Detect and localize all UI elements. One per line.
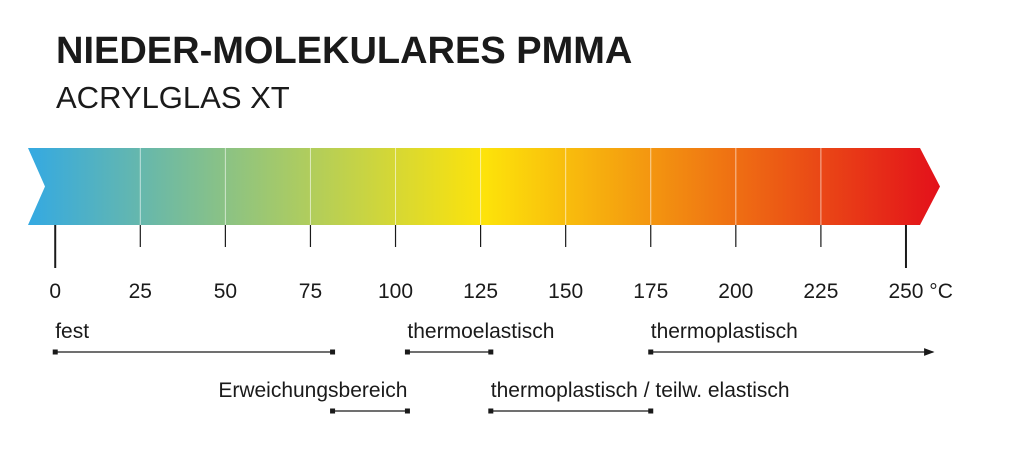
range-end	[330, 349, 336, 355]
range-start	[488, 408, 494, 414]
range-start	[648, 349, 654, 355]
chart-subtitle: ACRYLGLAS XT	[56, 80, 290, 115]
x-tick-label: 50	[214, 280, 237, 303]
range-start	[330, 408, 336, 414]
range-label: thermoplastisch / teilw. elastisch	[491, 379, 790, 402]
x-tick-label: 25	[129, 280, 152, 303]
range-label: Erweichungsbereich	[218, 379, 407, 402]
range-label: fest	[55, 320, 89, 343]
x-tick-label: 150	[548, 280, 583, 303]
range-start	[404, 349, 410, 355]
range-label: thermoplastisch	[651, 320, 798, 343]
range-end	[404, 408, 410, 414]
chart-title: NIEDER-MOLEKULARES PMMA	[56, 30, 632, 72]
scale-bar	[28, 148, 940, 225]
range-label: thermoelastisch	[407, 320, 554, 343]
range-end	[648, 408, 654, 414]
x-tick-label: 250 °C	[888, 280, 952, 303]
x-tick-label: 0	[49, 280, 61, 303]
x-tick-label: 200	[718, 280, 753, 303]
x-tick-label: 175	[633, 280, 668, 303]
range-start	[52, 349, 58, 355]
x-tick-label: 75	[299, 280, 322, 303]
x-tick-label: 225	[803, 280, 838, 303]
x-tick-label: 100	[378, 280, 413, 303]
x-tick-label: 125	[463, 280, 498, 303]
range-end	[488, 349, 494, 355]
